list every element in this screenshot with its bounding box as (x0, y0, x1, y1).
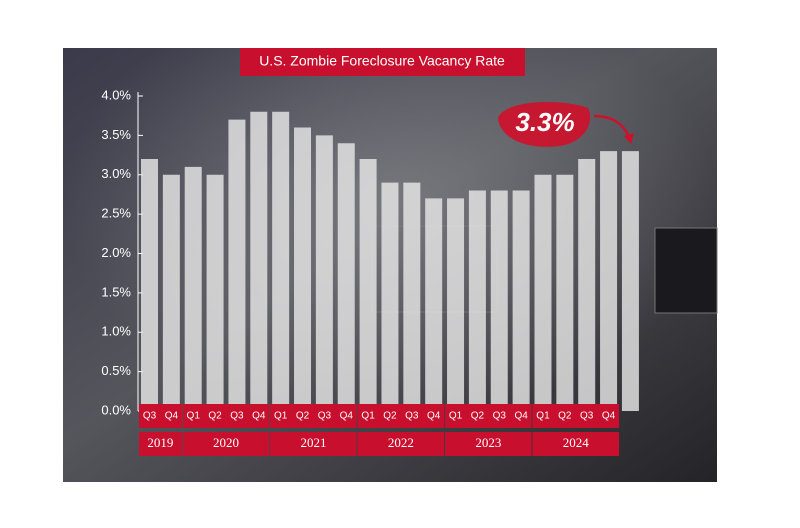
quarter-band (182, 404, 270, 428)
x-tick-label: Q1 (274, 411, 288, 422)
x-tick-label: Q2 (383, 411, 397, 422)
year-label: 2021 (300, 435, 326, 450)
chart-title: U.S. Zombie Foreclosure Vacancy Rate (259, 53, 505, 69)
bar (294, 127, 312, 411)
bar (621, 151, 639, 411)
bar (206, 174, 224, 411)
x-tick-label: Q3 (580, 411, 594, 422)
x-tick-label: Q4 (340, 411, 354, 422)
annotation-splash (498, 102, 591, 147)
x-tick-label: Q4 (602, 411, 616, 422)
y-tick-label: 4.0% (101, 87, 131, 102)
bar (359, 159, 377, 411)
y-tick-label: 0.0% (101, 402, 131, 417)
bar (162, 174, 180, 411)
y-tick-label: 3.0% (101, 166, 131, 181)
x-tick-label: Q3 (493, 411, 507, 422)
x-tick-label: Q2 (296, 411, 310, 422)
quarter-band (445, 404, 532, 428)
quarter-band (270, 404, 357, 428)
year-box (139, 432, 182, 456)
year-box (532, 432, 620, 456)
bar (425, 198, 443, 411)
y-tick-label: 3.5% (101, 127, 131, 142)
bar (315, 135, 333, 411)
bar (141, 159, 158, 411)
annotation: 3.3% (515, 107, 574, 137)
y-tick-label: 1.0% (101, 324, 131, 339)
x-tick-label: Q4 (514, 411, 528, 422)
x-tick-label: Q3 (143, 411, 157, 422)
x-tick-label: Q4 (427, 411, 441, 422)
x-tick-label: Q2 (558, 411, 572, 422)
bar (468, 190, 486, 411)
year-box (445, 432, 532, 456)
x-tick-label: Q1 (361, 411, 375, 422)
bar (600, 151, 618, 411)
bar (534, 174, 552, 411)
x-tick-label: Q4 (252, 411, 266, 422)
window (654, 227, 718, 314)
x-tick-label: Q1 (536, 411, 550, 422)
bar (228, 119, 246, 411)
x-tick-label: Q3 (405, 411, 419, 422)
bar (337, 143, 355, 411)
y-tick-label: 1.5% (101, 284, 131, 299)
bar (556, 174, 574, 411)
year-label: 2022 (388, 435, 414, 450)
year-box (357, 432, 445, 456)
bar (512, 190, 530, 411)
year-label: 2023 (475, 435, 501, 450)
year-box (270, 432, 357, 456)
bar (490, 190, 508, 411)
x-tick-label: Q1 (449, 411, 463, 422)
year-label: 2020 (213, 435, 239, 450)
bar (447, 198, 465, 411)
x-tick-label: Q3 (318, 411, 332, 422)
bar (578, 159, 596, 411)
quarter-band (532, 404, 620, 428)
year-label: 2024 (563, 435, 590, 450)
bar (272, 111, 290, 411)
y-tick-label: 0.5% (101, 363, 131, 378)
quarter-band (357, 404, 445, 428)
bar (250, 111, 268, 411)
bar (184, 166, 202, 411)
bar (403, 182, 421, 411)
year-label: 2019 (147, 435, 173, 450)
year-box (182, 432, 270, 456)
y-tick-label: 2.5% (101, 206, 131, 221)
x-tick-label: Q2 (208, 411, 222, 422)
quarter-band (139, 404, 182, 428)
x-tick-label: Q3 (230, 411, 244, 422)
title-box (240, 48, 525, 76)
annotation-arrowhead (624, 133, 634, 144)
bar (381, 182, 399, 411)
x-tick-label: Q4 (165, 411, 179, 422)
y-tick-label: 2.0% (101, 245, 131, 260)
x-tick-label: Q1 (187, 411, 201, 422)
x-tick-label: Q2 (471, 411, 485, 422)
